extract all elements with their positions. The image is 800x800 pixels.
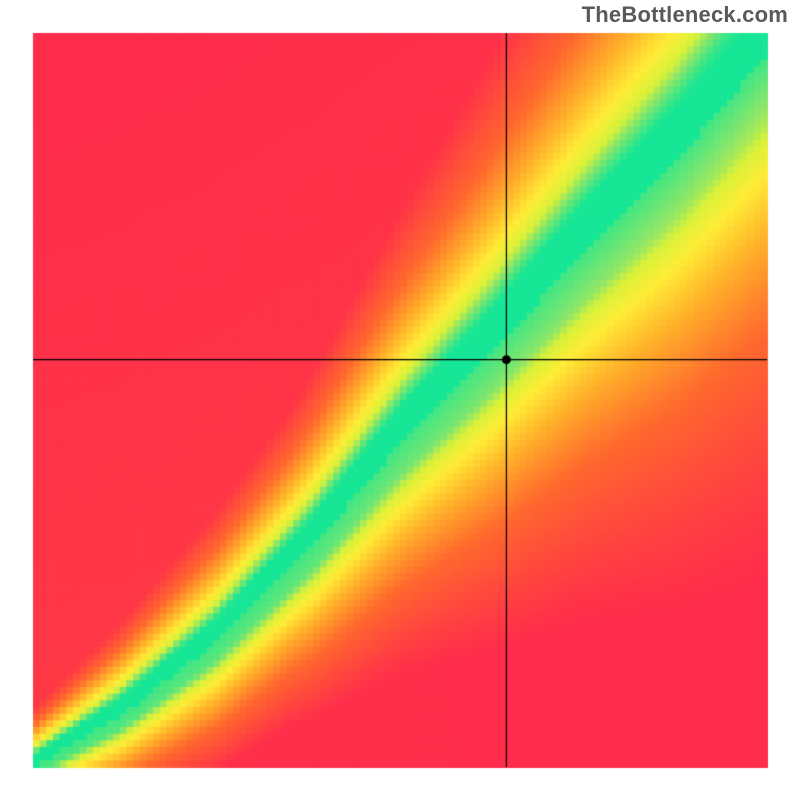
heatmap-plot: [0, 0, 800, 800]
watermark: TheBottleneck.com: [582, 2, 788, 28]
